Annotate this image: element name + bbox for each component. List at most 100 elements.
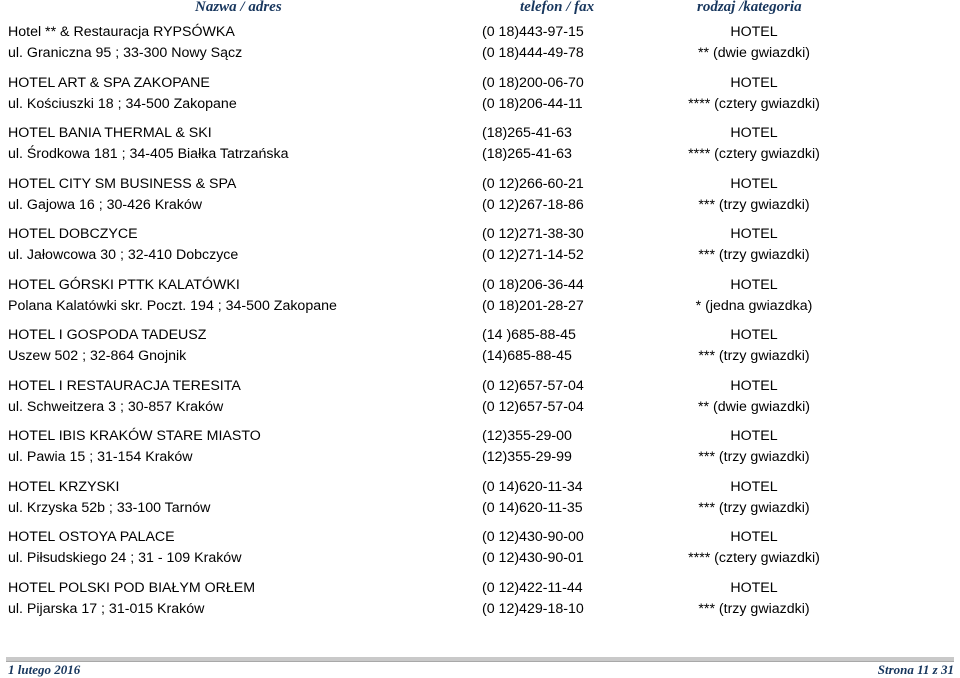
fax-number: (0 12)429-18-10: [482, 600, 584, 617]
footer-divider: [6, 657, 954, 662]
hotel-address: Uszew 502 ; 32-864 Gnojnik: [8, 348, 187, 364]
phone-number: (0 14)620-11-34: [482, 478, 583, 495]
entry-line-primary: HOTEL KRZYSKI (0 14)620-11-34 HOTEL: [0, 477, 960, 498]
hotel-name: HOTEL OSTOYA PALACE: [8, 529, 175, 545]
hotel-type: HOTEL: [730, 478, 778, 495]
hotel-name: HOTEL DOBCZYCE: [8, 226, 138, 242]
hotel-type: HOTEL: [730, 125, 778, 141]
list-item: HOTEL DOBCZYCE (0 12)271-38-30 HOTEL ul. Ja…: [0, 224, 960, 275]
phone-number: (0 18)206-36-44: [482, 276, 584, 293]
entry-line-primary: HOTEL I RESTAURACJA TERESITA (0 12)657-57…: [0, 376, 960, 397]
fax-number: (0 12)271-14-52: [482, 247, 584, 263]
header-phone-fax: telefon / fax: [520, 0, 595, 15]
list-item: Hotel ** & Restauracja RYPSÓWKA (0 18)443…: [0, 22, 960, 73]
list-item: HOTEL I RESTAURACJA TERESITA (0 12)657-57…: [0, 376, 960, 427]
hotel-name: HOTEL ART & SPA ZAKOPANE: [8, 74, 210, 91]
hotel-address: ul. Jałowcowa 30 ; 32-410 Dobczyce: [8, 247, 239, 263]
phone-number: (0 12)266-60-21: [482, 175, 584, 192]
hotel-address: ul. Graniczna 95 ; 33-300 Nowy Sącz: [8, 45, 243, 61]
list-item: HOTEL BANIA THERMAL & SKI (18)265-41-63 HO…: [0, 123, 960, 174]
fax-number: (0 18)206-44-11: [482, 95, 583, 112]
phone-number: (12)355-29-00: [482, 428, 572, 444]
entry-line-secondary: ul. Graniczna 95 ; 33-300 Nowy Sącz (0 18…: [0, 43, 960, 64]
hotel-address: ul. Krzyska 52b ; 33-100 Tarnów: [8, 499, 211, 516]
hotel-name: HOTEL GÓRSKI PTTK KALATÓWKI: [8, 276, 240, 293]
fax-number: (18)265-41-63: [482, 146, 572, 162]
hotel-type: HOTEL: [730, 529, 778, 545]
list-item: HOTEL POLSKI POD BIAŁYM ORŁEM (0 12)422-1…: [0, 578, 960, 629]
hotel-type: HOTEL: [730, 74, 778, 91]
hotel-type: HOTEL: [730, 226, 778, 242]
phone-number: (0 18)443-97-15: [482, 24, 584, 40]
entry-line-primary: HOTEL IBIS KRAKÓW STARE MIASTO (12)355-29…: [0, 426, 960, 447]
hotel-type: HOTEL: [730, 428, 778, 444]
list-item: HOTEL CITY SM BUSINESS & SPA (0 12)266-60…: [0, 174, 960, 225]
hotel-address: ul. Pawia 15 ; 31-154 Kraków: [8, 449, 193, 465]
entry-line-primary: HOTEL POLSKI POD BIAŁYM ORŁEM (0 12)422-1…: [0, 578, 960, 599]
fax-number: (0 12)267-18-86: [482, 196, 584, 213]
hotel-address: ul. Piłsudskiego 24 ; 31 - 109 Kraków: [8, 550, 242, 566]
entry-line-primary: HOTEL GÓRSKI PTTK KALATÓWKI (0 18)206-36-…: [0, 275, 960, 296]
hotel-address: ul. Gajowa 16 ; 30-426 Kraków: [8, 196, 203, 213]
list-item: HOTEL GÓRSKI PTTK KALATÓWKI (0 18)206-36-…: [0, 275, 960, 326]
entry-line-primary: HOTEL OSTOYA PALACE (0 12)430-90-00 HOTEL: [0, 527, 960, 548]
hotel-name: HOTEL I RESTAURACJA TERESITA: [8, 377, 241, 394]
hotel-type: HOTEL: [730, 579, 778, 596]
star-category: * (jedna gwiazdka): [695, 297, 813, 314]
fax-number: (0 14)620-11-35: [482, 499, 583, 516]
hotel-name: HOTEL KRZYSKI: [8, 478, 120, 495]
entry-line-secondary: ul. Kościuszki 18 ; 34-500 Zakopane (0 18…: [0, 94, 960, 115]
entry-line-primary: HOTEL CITY SM BUSINESS & SPA (0 12)266-60…: [0, 174, 960, 195]
entry-line-secondary: Polana Kalatówki skr. Poczt. 194 ; 34-50…: [0, 296, 960, 317]
star-category: *** (trzy gwiazdki): [698, 449, 810, 465]
star-category: *** (trzy gwiazdki): [698, 196, 810, 213]
hotel-type: HOTEL: [730, 276, 778, 293]
hotel-name: HOTEL IBIS KRAKÓW STARE MIASTO: [8, 428, 261, 444]
phone-number: (0 18)200-06-70: [482, 74, 584, 91]
phone-number: (0 12)422-11-44: [482, 579, 583, 596]
hotel-name: Hotel ** & Restauracja RYPSÓWKA: [8, 24, 235, 40]
entry-line-secondary: ul. Środkowa 181 ; 34-405 Białka Tatrzań…: [0, 144, 960, 165]
entry-line-secondary: ul. Gajowa 16 ; 30-426 Kraków (0 12)267-1…: [0, 195, 960, 216]
star-category: ** (dwie gwiazdki): [698, 398, 810, 415]
star-category: **** (cztery gwiazdki): [688, 146, 820, 162]
entry-line-secondary: ul. Piłsudskiego 24 ; 31 - 109 Kraków (0 …: [0, 548, 960, 569]
fax-number: (0 12)657-57-04: [482, 398, 584, 415]
column-header: Nazwa / adres telefon / fax rodzaj /kate…: [0, 0, 960, 17]
phone-number: (0 12)657-57-04: [482, 377, 584, 394]
star-category: **** (cztery gwiazdki): [688, 550, 820, 566]
star-category: *** (trzy gwiazdki): [698, 247, 810, 263]
entry-line-secondary: ul. Pawia 15 ; 31-154 Kraków (12)355-29-9…: [0, 447, 960, 468]
star-category: ** (dwie gwiazdki): [698, 45, 810, 61]
hotel-name: HOTEL CITY SM BUSINESS & SPA: [8, 175, 237, 192]
page-footer: 1 lutego 2016 Strona 11 z 31: [0, 661, 960, 678]
fax-number: (14)685-88-45: [482, 348, 572, 364]
hotel-address: Polana Kalatówki skr. Poczt. 194 ; 34-50…: [8, 297, 337, 314]
hotel-type: HOTEL: [730, 327, 778, 343]
list-item: HOTEL KRZYSKI (0 14)620-11-34 HOTEL ul. Krz…: [0, 477, 960, 528]
star-category: *** (trzy gwiazdki): [698, 499, 810, 516]
header-name-address: Nazwa / adres: [195, 0, 282, 15]
list-item: HOTEL IBIS KRAKÓW STARE MIASTO (12)355-29…: [0, 426, 960, 477]
fax-number: (0 12)430-90-01: [482, 550, 584, 566]
hotel-address: ul. Pijarska 17 ; 31-015 Kraków: [8, 600, 205, 617]
list-item: HOTEL I GOSPODA TADEUSZ (14 )685-88-45 HOT…: [0, 325, 960, 376]
hotel-name: HOTEL I GOSPODA TADEUSZ: [8, 327, 207, 343]
phone-number: (14 )685-88-45: [482, 327, 576, 343]
fax-number: (0 18)201-28-27: [482, 297, 584, 314]
entry-line-primary: Hotel ** & Restauracja RYPSÓWKA (0 18)443…: [0, 22, 960, 43]
entry-line-secondary: ul. Pijarska 17 ; 31-015 Kraków (0 12)429…: [0, 599, 960, 620]
entry-line-primary: HOTEL ART & SPA ZAKOPANE (0 18)200-06-70 H…: [0, 73, 960, 94]
hotel-address: ul. Środkowa 181 ; 34-405 Białka Tatrzań…: [8, 146, 289, 162]
entry-line-primary: HOTEL DOBCZYCE (0 12)271-38-30 HOTEL: [0, 224, 960, 245]
phone-number: (0 12)271-38-30: [482, 226, 584, 242]
star-category: *** (trzy gwiazdki): [698, 348, 810, 364]
entry-line-secondary: ul. Jałowcowa 30 ; 32-410 Dobczyce (0 12)…: [0, 245, 960, 266]
hotel-type: HOTEL: [730, 175, 778, 192]
hotel-address: ul. Kościuszki 18 ; 34-500 Zakopane: [8, 95, 237, 112]
entry-line-secondary: ul. Krzyska 52b ; 33-100 Tarnów (0 14)620…: [0, 498, 960, 519]
entry-line-secondary: Uszew 502 ; 32-864 Gnojnik (14)685-88-45 *…: [0, 346, 960, 367]
hotel-type: HOTEL: [730, 24, 778, 40]
hotel-name: HOTEL BANIA THERMAL & SKI: [8, 125, 212, 141]
footer-page-number: Strona 11 z 31: [877, 662, 954, 677]
